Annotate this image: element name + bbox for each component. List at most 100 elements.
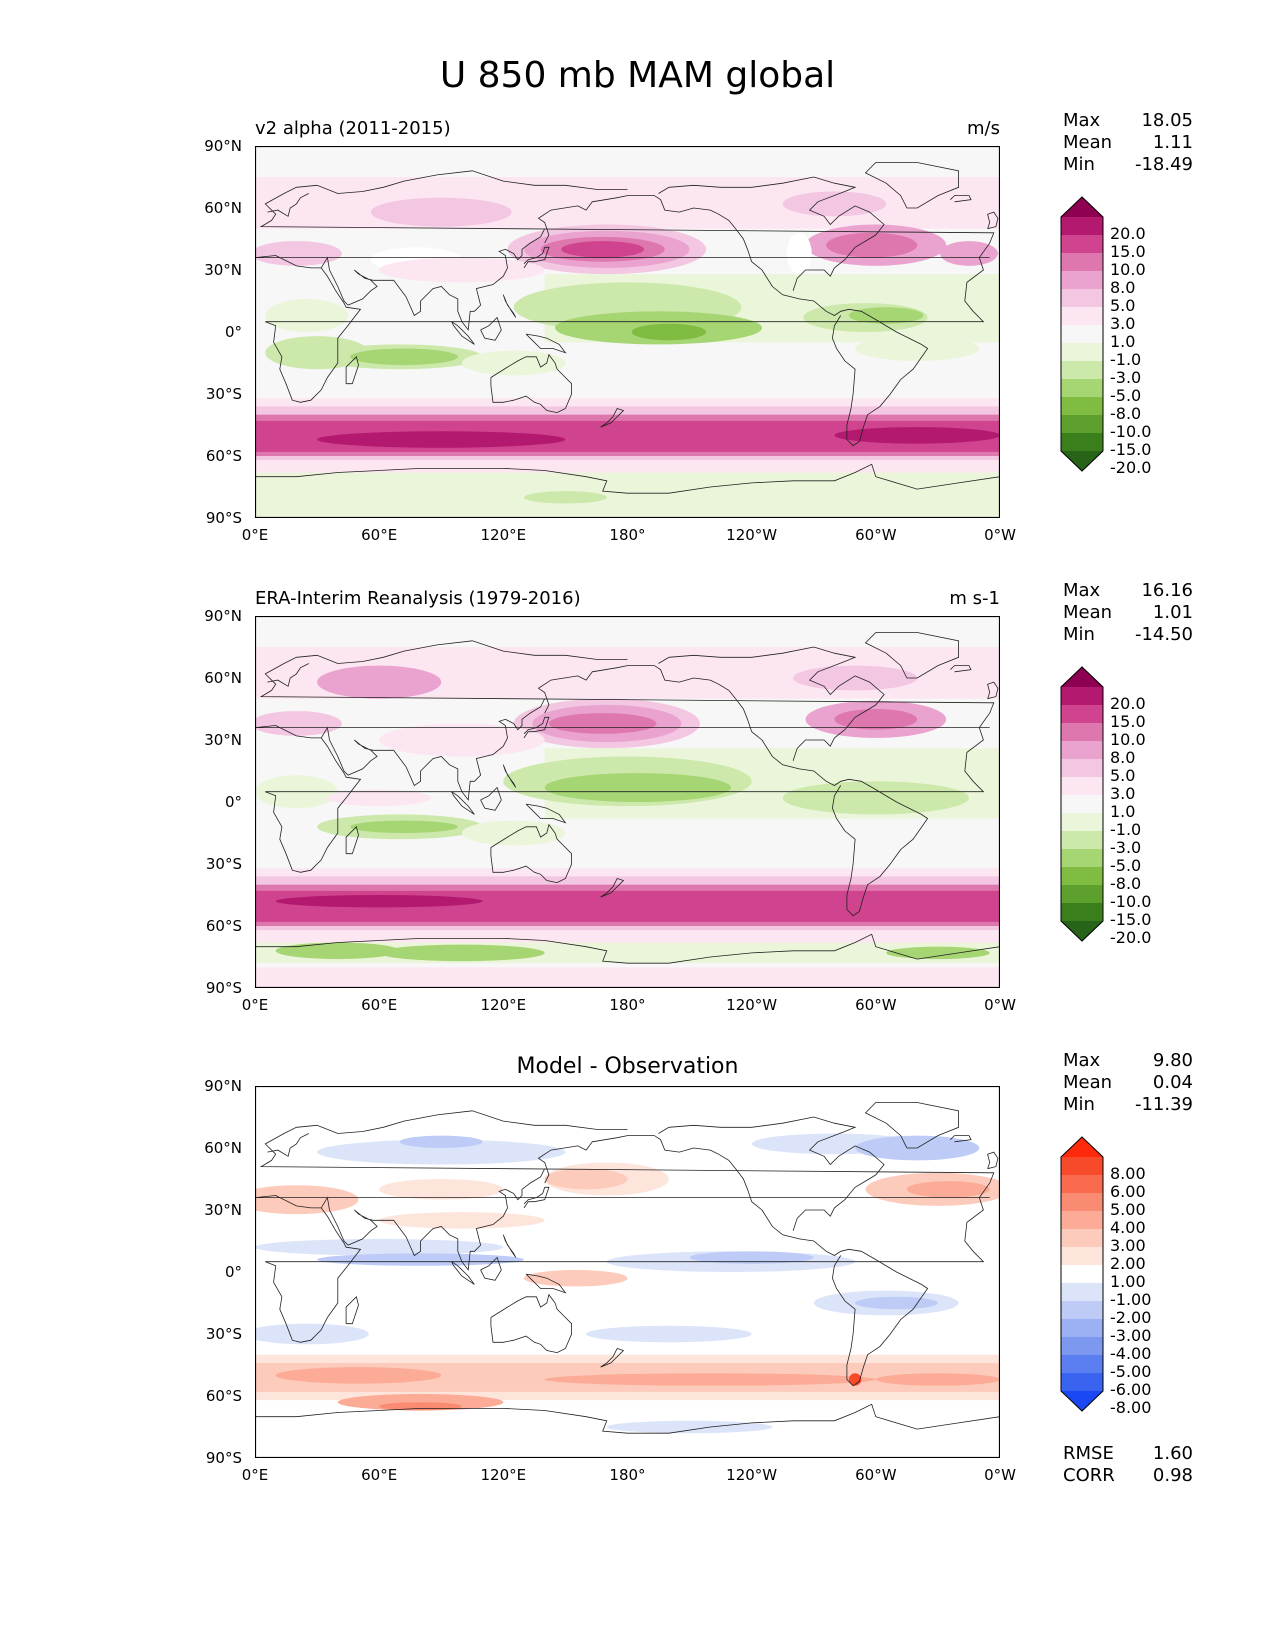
coastline [480,1256,502,1281]
contour-band [886,946,990,960]
coastline [502,1234,517,1258]
colorbar-segment [1061,397,1103,416]
stat-max: 18.05 [1141,110,1193,131]
panel-title-left: v2 alpha (2011-2015) [255,118,451,139]
contour-band [350,348,458,366]
coastline [627,1135,929,1387]
coastline [451,791,475,815]
coastline [255,933,1000,964]
figure-title: U 850 mb MAM global [439,55,836,96]
colorbar-tick-label: 5.0 [1110,766,1136,785]
lat-tick-label: 0° [224,323,242,341]
coastline [525,1273,567,1294]
coastline [600,408,625,428]
colorbar-tick-label: -4.00 [1110,1344,1152,1363]
colorbar-tick-label: -8.00 [1110,1398,1152,1417]
colorbar-tick-label: -3.00 [1110,1326,1152,1345]
contour-band [906,1181,990,1198]
colorbar-segment [1061,1157,1103,1176]
coastline [502,764,517,788]
contour-band [317,1253,525,1266]
coastline [627,195,929,447]
lat-tick-label: 90°N [204,607,242,625]
lat-tick-label: 60°N [204,1139,242,1157]
contour-band [631,323,707,341]
contour-band [255,967,1000,988]
lat-tick-label: 30°N [204,261,242,279]
lon-tick-label: 120°E [480,526,527,544]
coastline [950,195,972,203]
colorbar-extend-min [1061,451,1103,471]
colorbar-segment [1061,813,1103,832]
contour-band [255,472,1000,518]
coastline [480,316,502,341]
lat-tick-label: 60°S [205,917,242,935]
colorbar-tick-label: 8.0 [1110,278,1136,297]
colorbar-tick-label: 8.0 [1110,748,1136,767]
contour-band [327,789,431,807]
colorbar-segment [1061,1373,1103,1392]
colorbar-tick-label: -15.0 [1110,440,1152,459]
colorbar-segment [1061,271,1103,290]
colorbar-segment [1061,777,1103,796]
colorbar-tick-label: -15.0 [1110,910,1152,929]
colorbar-tick-label: 8.00 [1110,1164,1146,1183]
colorbar-tick-label: -2.00 [1110,1308,1152,1327]
colorbar-tick-label: 15.0 [1110,242,1146,261]
colorbar-segment [1061,1319,1103,1338]
contour-band [379,1179,504,1200]
map-frame [255,146,1000,518]
contour-band [524,1269,628,1287]
stat-mean: 1.01 [1152,602,1193,623]
contour-band [855,1296,938,1310]
contour-band [939,241,998,266]
coastline [267,1133,309,1157]
contour-band [875,1373,1000,1386]
stat-min: -18.49 [1134,154,1193,175]
contour-band [834,427,1000,444]
lon-tick-label: 0°E [241,526,269,544]
colorbar-tick-label: 10.0 [1110,730,1146,749]
contour-band [561,241,645,258]
coastline [451,321,475,345]
map-frame [255,1086,1000,1458]
colorbar-segment [1061,253,1103,272]
colorbar-tick-label: -6.00 [1110,1380,1152,1399]
colorbar-tick-label: 1.00 [1110,1272,1146,1291]
lat-tick-label: 90°S [205,979,242,997]
colorbar-extend-max [1061,667,1103,687]
contour-band [855,336,980,361]
map-plot [255,1086,1000,1458]
colorbar-segment [1061,687,1103,706]
coastline [267,663,309,687]
colorbar-tick-label: -8.0 [1110,874,1142,893]
coastline [320,698,546,801]
coastline [451,1261,475,1285]
map-frame [255,616,1000,988]
contour-band [786,232,812,275]
coastline [658,646,885,761]
lat-tick-label: 30°S [205,1325,242,1343]
coastline [987,1151,999,1170]
colorbar-segment [1061,415,1103,434]
stat-rmse-label: RMSE [1063,1443,1114,1464]
contour-band [317,431,566,448]
colorbar-extend-min [1061,921,1103,941]
colorbar-segment [1061,433,1103,452]
stat-min-label: Min [1063,1094,1095,1115]
lat-tick-label: 60°N [204,669,242,687]
colorbar-tick-label: 20.0 [1110,694,1146,713]
colorbar-segment [1061,307,1103,326]
contour-band [420,501,545,514]
coastline [950,665,972,673]
lon-tick-label: 0°W [984,996,1016,1014]
stat-max: 9.80 [1152,1050,1193,1071]
colorbar-tick-label: 3.0 [1110,784,1136,803]
coastline [523,246,550,269]
coastline [490,353,573,414]
contour-band [255,711,342,736]
lon-tick-label: 120°W [726,996,778,1014]
colorbar-tick-label: 1.0 [1110,802,1136,821]
colorbar-tick-label: -1.00 [1110,1290,1152,1309]
colorbar [1060,666,1104,946]
